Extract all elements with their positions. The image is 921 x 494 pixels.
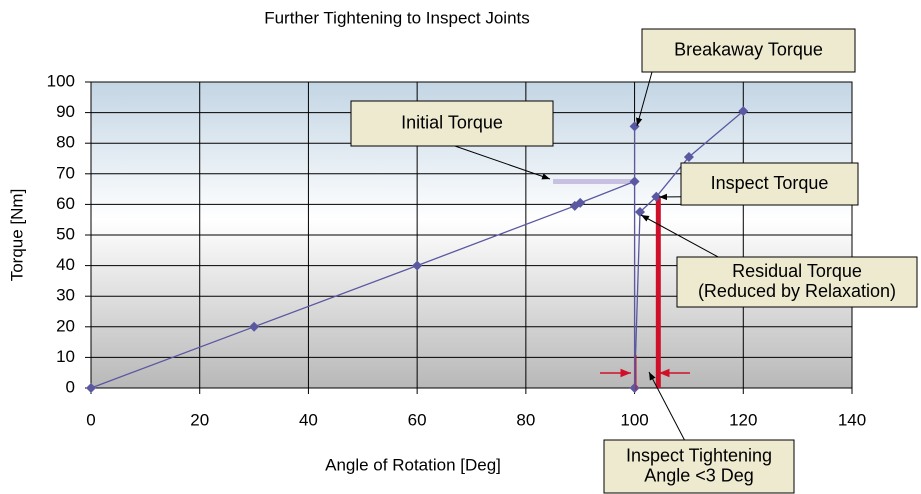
data-point bbox=[683, 151, 694, 162]
x-axis-label: Angle of Rotation [Deg] bbox=[325, 455, 501, 474]
residual-text: (Reduced by Relaxation) bbox=[698, 281, 896, 301]
data-point bbox=[86, 383, 96, 393]
residual-arrow bbox=[640, 214, 721, 259]
data-point bbox=[629, 383, 640, 393]
y-tick-label: 70 bbox=[56, 163, 75, 182]
data-point bbox=[412, 260, 423, 271]
y-tick-label: 100 bbox=[47, 71, 75, 90]
initial-text: Initial Torque bbox=[401, 112, 503, 132]
inspect-text: Inspect Torque bbox=[711, 173, 829, 193]
data-point bbox=[575, 197, 586, 208]
y-tick-label: 40 bbox=[56, 255, 75, 274]
x-tick-label: 140 bbox=[838, 410, 866, 429]
data-point bbox=[629, 176, 640, 187]
angle-arrow bbox=[648, 371, 686, 442]
x-tick-label: 100 bbox=[620, 410, 648, 429]
residual-box bbox=[676, 256, 918, 308]
x-tick-label: 20 bbox=[190, 410, 209, 429]
series-line bbox=[90, 110, 744, 389]
angle-box bbox=[603, 439, 795, 494]
y-tick-label: 20 bbox=[56, 316, 75, 335]
y-tick-label: 30 bbox=[56, 286, 75, 305]
chart-title: Further Tightening to Inspect Joints bbox=[264, 8, 530, 27]
initial-box bbox=[350, 100, 554, 147]
x-tick-label: 40 bbox=[299, 410, 318, 429]
y-tick-label: 80 bbox=[56, 133, 75, 152]
y-axis-label: Torque [Nm] bbox=[7, 189, 26, 282]
angle-text: Angle <3 Deg bbox=[644, 465, 754, 485]
y-tick-label: 60 bbox=[56, 194, 75, 213]
y-tick-label: 10 bbox=[56, 347, 75, 366]
data-point bbox=[249, 321, 260, 332]
x-tick-label: 80 bbox=[516, 410, 535, 429]
data-point bbox=[738, 106, 749, 117]
breakaway-box bbox=[641, 28, 856, 73]
inspect-box bbox=[680, 162, 859, 206]
angle-text: Inspect Tightening bbox=[626, 445, 772, 465]
plot-border bbox=[90, 81, 853, 389]
x-tick-label: 0 bbox=[86, 410, 95, 429]
y-tick-label: 90 bbox=[56, 102, 75, 121]
residual-text: Residual Torque bbox=[732, 261, 862, 281]
x-tick-label: 60 bbox=[408, 410, 427, 429]
y-tick-label: 50 bbox=[56, 224, 75, 243]
data-point bbox=[635, 207, 646, 218]
breakaway-arrow bbox=[636, 71, 653, 127]
y-tick-label: 0 bbox=[66, 377, 75, 396]
x-tick-label: 120 bbox=[729, 410, 757, 429]
breakaway-text: Breakaway Torque bbox=[674, 39, 823, 59]
initial-arrow bbox=[451, 144, 551, 180]
data-point bbox=[651, 191, 662, 202]
